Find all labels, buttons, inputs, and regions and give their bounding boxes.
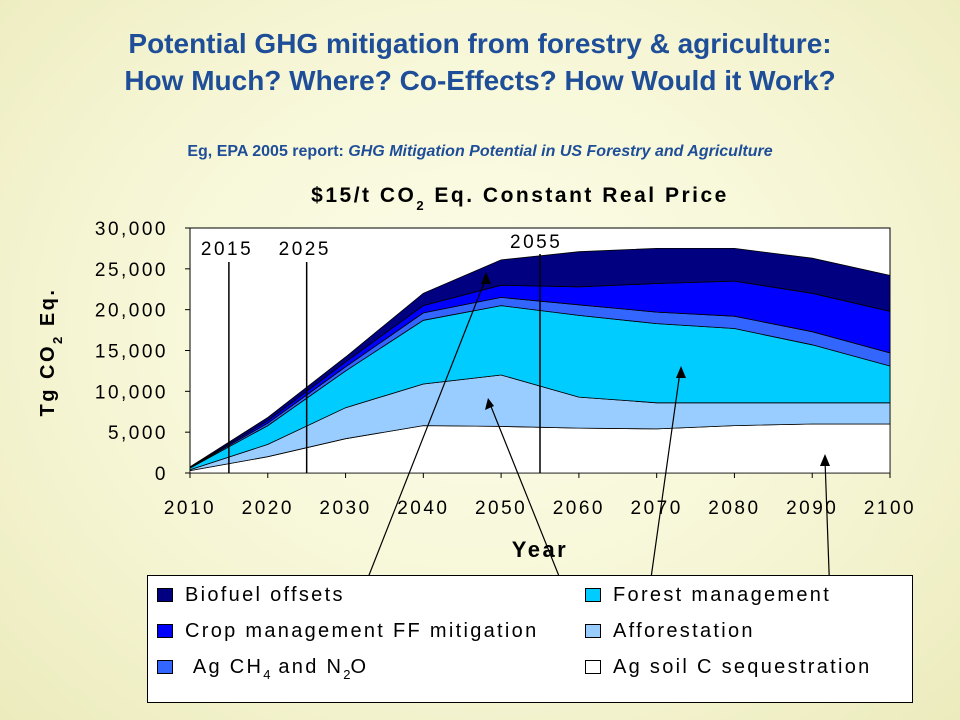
legend-label-subscript: 4 bbox=[263, 666, 271, 682]
subtitle-prefix: Eg, EPA 2005 report: bbox=[187, 143, 349, 160]
legend-item-crop-management: Crop management FF mitigation bbox=[157, 620, 539, 642]
y-tick-label: 0 bbox=[155, 464, 168, 485]
legend-swatch bbox=[157, 624, 173, 638]
arrowhead bbox=[820, 454, 830, 466]
subtitle-report-title: GHG Mitigation Potential in US Forestry … bbox=[348, 143, 773, 160]
legend-label-part: and N bbox=[270, 655, 344, 678]
y-axis-label-subscript: 2 bbox=[50, 334, 65, 344]
legend-label: Ag CH4 and N2O bbox=[185, 655, 369, 682]
x-tick-label: 2060 bbox=[553, 498, 605, 519]
marker-label-2055: 2055 bbox=[510, 232, 562, 253]
legend-label: Afforestation bbox=[613, 619, 755, 642]
legend-label: Forest management bbox=[613, 583, 832, 606]
legend-swatch bbox=[585, 588, 601, 602]
arrowhead bbox=[485, 398, 494, 410]
x-tick-label: 2010 bbox=[164, 498, 216, 519]
marker-label-2015: 2015 bbox=[201, 239, 253, 260]
chart-title-part: $15/t CO bbox=[311, 184, 416, 207]
y-tick-label: 10,000 bbox=[95, 382, 168, 403]
y-tick-label: 20,000 bbox=[95, 301, 168, 322]
legend-label: Biofuel offsets bbox=[185, 583, 345, 606]
chart-title-part: Eq. Constant Real Price bbox=[426, 184, 729, 207]
arrowhead bbox=[676, 366, 686, 378]
y-axis-label-part: Tg CO bbox=[37, 344, 59, 417]
legend-label-subscript: 2 bbox=[343, 666, 351, 682]
marker-label-2025: 2025 bbox=[279, 239, 331, 260]
y-tick-label: 25,000 bbox=[95, 260, 168, 281]
y-tick-label: 5,000 bbox=[108, 423, 168, 444]
x-tick-label: 2050 bbox=[475, 498, 527, 519]
x-tick-label: 2040 bbox=[397, 498, 449, 519]
y-axis-label: Tg CO2 Eq. bbox=[37, 288, 65, 417]
legend-item-ag-ch4-n2o: Ag CH4 and N2O bbox=[157, 655, 369, 682]
chart-title: $15/t CO2 Eq. Constant Real Price bbox=[311, 184, 729, 213]
legend-item-biofuel-offsets: Biofuel offsets bbox=[157, 584, 345, 606]
legend-swatch bbox=[157, 588, 173, 602]
area-series-biofuel-offsets bbox=[189, 248, 891, 469]
legend-label-part: O bbox=[350, 655, 369, 678]
x-tick-label: 2020 bbox=[242, 498, 294, 519]
y-tick-label: 15,000 bbox=[95, 342, 168, 363]
x-tick-label: 2030 bbox=[319, 498, 371, 519]
slide-title-line-2: How Much? Where? Co-Effects? How Would i… bbox=[124, 65, 836, 96]
legend-item-ag-soil-c: Ag soil C sequestration bbox=[585, 656, 872, 678]
legend-item-afforestation: Afforestation bbox=[585, 620, 755, 642]
legend-swatch bbox=[585, 624, 601, 638]
x-tick-label: 2100 bbox=[864, 498, 916, 519]
slide-subtitle: Eg, EPA 2005 report: GHG Mitigation Pote… bbox=[0, 143, 960, 161]
chart-title-subscript: 2 bbox=[416, 198, 426, 213]
x-tick-label: 2080 bbox=[708, 498, 760, 519]
legend-item-forest-management: Forest management bbox=[585, 584, 831, 606]
y-tick-label: 30,000 bbox=[95, 219, 168, 240]
arrow-forest-management bbox=[650, 371, 681, 579]
y-axis-label-part: Eq. bbox=[37, 288, 59, 335]
x-axis-label: Year bbox=[512, 537, 569, 562]
legend-label: Crop management FF mitigation bbox=[185, 619, 539, 642]
legend-swatch bbox=[585, 660, 601, 674]
slide-title-line-1: Potential GHG mitigation from forestry &… bbox=[128, 28, 832, 59]
arrow-biofuel-offsets bbox=[359, 277, 487, 599]
legend-label: Ag soil C sequestration bbox=[613, 655, 872, 678]
arrowhead bbox=[481, 272, 491, 284]
legend-label-part: Ag CH bbox=[192, 655, 264, 678]
x-tick-label: 2090 bbox=[786, 498, 838, 519]
x-tick-label: 2070 bbox=[631, 498, 683, 519]
legend-swatch bbox=[157, 660, 173, 674]
chart-legend: Biofuel offsets Crop management FF mitig… bbox=[147, 575, 913, 703]
